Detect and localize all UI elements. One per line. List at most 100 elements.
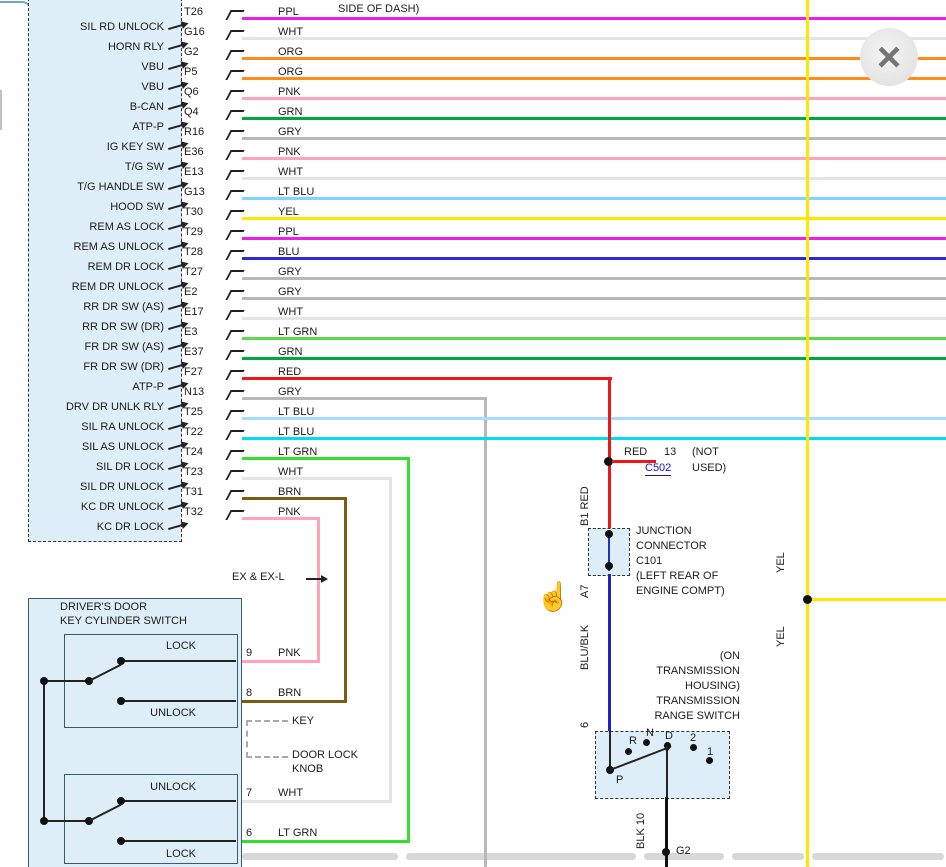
control-unit-connector-box	[28, 0, 182, 542]
trs-note-line2: TRANSMISSION	[656, 665, 740, 677]
wire	[242, 397, 487, 400]
wire-color-label: PPL	[278, 6, 299, 18]
junction-label-line4: (LEFT REAR OF	[636, 570, 719, 582]
connector-row-label: ATP-P	[132, 121, 164, 133]
contact-dot	[117, 797, 125, 805]
wire-color-label: WHT	[278, 26, 304, 38]
wire	[242, 437, 946, 440]
skeleton-bar	[242, 853, 398, 860]
connector-row-label: FR DR SW (DR)	[83, 361, 164, 373]
common-line	[44, 820, 90, 822]
wire-color-label: BRN	[278, 486, 302, 498]
trs-contact-dot	[664, 742, 671, 749]
connector-row-label: SIL DR UNLOCK	[80, 481, 164, 493]
connector-row-label: HORN RLY	[107, 41, 164, 53]
wire	[242, 477, 392, 480]
pin-id-label: E3	[184, 326, 198, 338]
stub-color-label: RED	[624, 446, 648, 458]
pin-id-label: E36	[184, 146, 204, 158]
wire-color-label: PNK	[278, 506, 301, 518]
switch-pin-color: BRN	[278, 687, 302, 699]
pin-id-label: T31	[184, 486, 203, 498]
pin-id-label: G16	[184, 26, 205, 38]
blu-blk-vertical-label: BLU/BLK	[579, 624, 591, 670]
trs-note-line1: (ON	[719, 650, 740, 662]
underlying-scroll-line	[0, 90, 2, 130]
wire-color-label: ORG	[278, 66, 304, 78]
trs-note-line4: TRANSMISSION	[656, 695, 740, 707]
blu-blk-wire	[608, 574, 611, 732]
wire-color-label: LT GRN	[278, 326, 318, 338]
pin-id-label: G2	[184, 46, 199, 58]
connector-row-label: ATP-P	[132, 381, 164, 393]
connector-row-label: FR DR SW (AS)	[84, 341, 164, 353]
common-line	[44, 680, 90, 682]
red-stub-wire	[612, 460, 656, 463]
switch-pin-color: WHT	[278, 787, 304, 799]
contact-dot	[117, 697, 125, 705]
pin-id-label: N13	[184, 386, 205, 398]
wire-color-label: LT BLU	[278, 426, 315, 438]
pin-id-label: F27	[184, 366, 203, 378]
sw1-unlock-label: UNLOCK	[150, 707, 196, 719]
pin-id-label: R16	[184, 126, 205, 138]
trs-note-line3: HOUSING)	[685, 680, 740, 692]
trs-position-1: 1	[707, 746, 714, 758]
junction-pin-dot	[605, 562, 613, 570]
wire-color-label: GRY	[278, 266, 302, 278]
wire-color-label: WHT	[278, 466, 304, 478]
junction-label-line2: CONNECTOR	[636, 540, 707, 552]
wire-color-label: GRY	[278, 386, 302, 398]
pin-id-label: T22	[184, 426, 203, 438]
close-button[interactable]: ×	[860, 28, 918, 86]
wire	[242, 137, 946, 140]
yel-lower-vertical-label: YEL	[775, 626, 787, 647]
wire-color-label: GRY	[278, 286, 302, 298]
wire-color-label: LT GRN	[278, 446, 318, 458]
trs-position-d: D	[665, 730, 673, 742]
pin-id-label: E13	[184, 166, 204, 178]
wire	[242, 517, 320, 520]
pin-id-label: T29	[184, 226, 203, 238]
wire-foot	[240, 660, 320, 663]
wire-vertical	[389, 477, 392, 803]
wire-color-label: BLU	[278, 246, 300, 258]
connector-row-label: IG KEY SW	[106, 141, 164, 153]
common-bus	[43, 680, 45, 822]
connector-row-label: SIL DR LOCK	[95, 461, 164, 473]
sw2-lock-label: LOCK	[166, 848, 196, 860]
contact-line	[120, 840, 236, 842]
trs-position-r: R	[629, 735, 637, 747]
wire-color-label: LT BLU	[278, 406, 315, 418]
yel-upper-vertical-label: YEL	[775, 552, 787, 573]
wire	[242, 97, 946, 100]
skeleton-bar	[732, 853, 804, 860]
connector-row-label: VBU	[141, 81, 164, 93]
wire	[242, 197, 946, 200]
switch-pin-color: PNK	[278, 647, 301, 659]
trs-pin6-vertical-label: 6	[579, 721, 591, 728]
pin-id-label: T26	[184, 6, 203, 18]
wire	[242, 257, 946, 260]
connector-row-label: HOOD SW	[110, 201, 164, 213]
wire	[242, 357, 946, 360]
wire-junction-dot	[604, 457, 613, 466]
red-wire-vertical	[608, 377, 611, 530]
wire	[242, 237, 946, 240]
connector-row-label: REM DR LOCK	[87, 261, 164, 273]
junction-pin-dot	[605, 530, 613, 538]
pin-id-label: Q4	[184, 106, 199, 118]
wire	[242, 177, 946, 180]
pin-id-label: P5	[184, 66, 198, 78]
junction-internal-line	[608, 531, 610, 571]
trs-contact-dot	[706, 757, 713, 764]
skeleton-bar	[644, 853, 724, 860]
c502-link[interactable]: C502	[645, 462, 672, 476]
trs-position-2: 2	[690, 732, 697, 744]
contact-line	[120, 700, 236, 702]
connector-row-label: KC DR LOCK	[96, 521, 164, 533]
wire-color-label: ORG	[278, 46, 304, 58]
knob-linkage-dash	[246, 756, 288, 758]
wire	[242, 457, 410, 460]
